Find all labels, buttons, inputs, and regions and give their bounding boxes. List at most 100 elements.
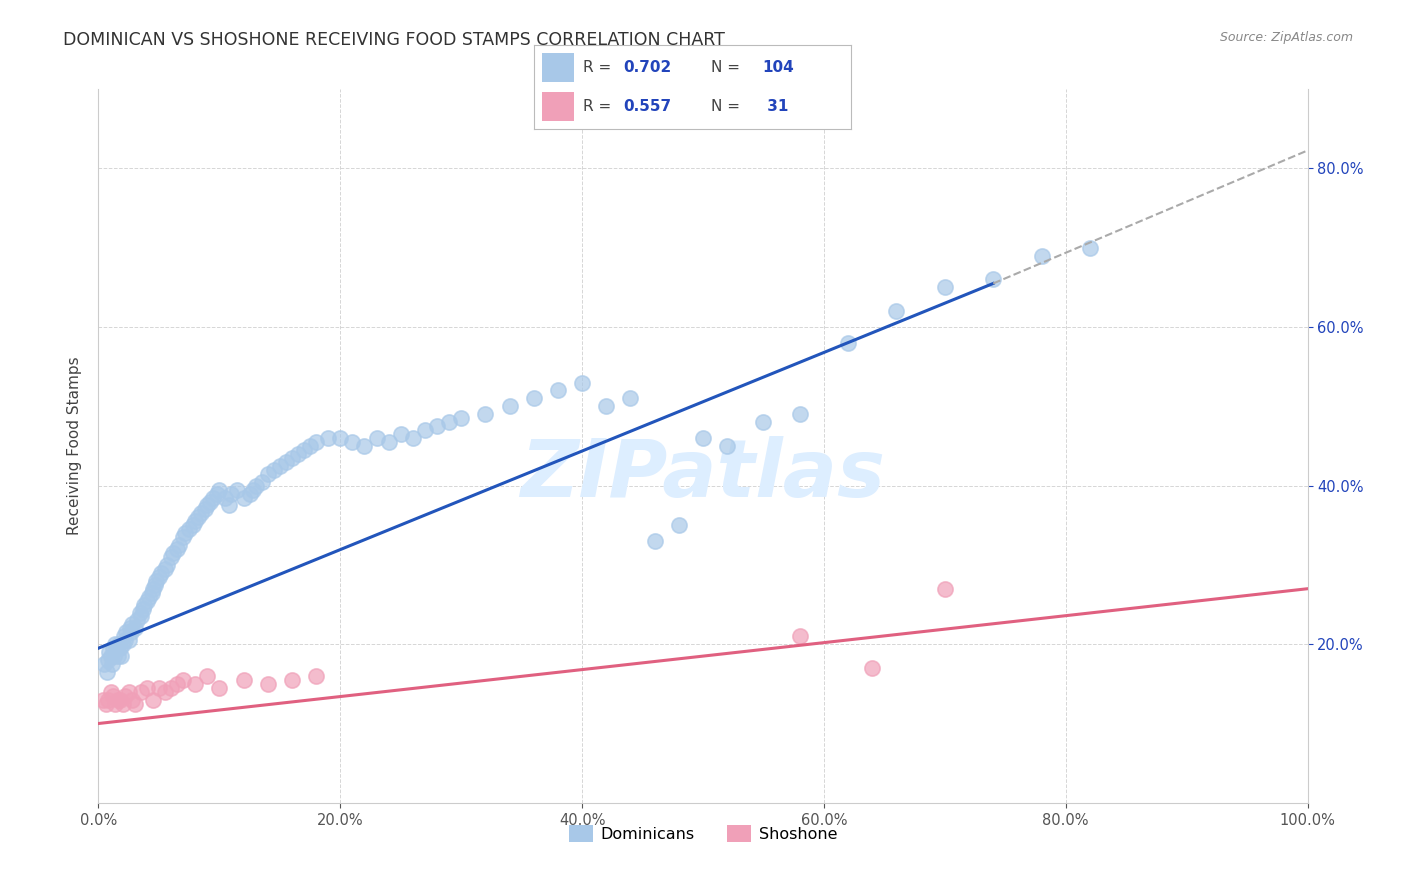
Point (103, 649, 125, 664)
Point (263, 463, 285, 477)
Point (305, 669, 328, 683)
Y-axis label: Receiving Food Stamps: Receiving Food Stamps (67, 357, 83, 535)
Point (145, 574, 167, 588)
Point (118, 685, 141, 699)
Point (115, 625, 138, 640)
Point (108, 637, 131, 651)
Point (195, 669, 218, 683)
Point (305, 435, 328, 450)
Point (118, 621, 141, 635)
Point (195, 499, 218, 513)
Point (287, 447, 309, 461)
Text: 104: 104 (762, 60, 794, 75)
Point (299, 439, 322, 453)
Point (166, 542, 188, 557)
Point (366, 431, 388, 445)
Point (107, 649, 129, 664)
Point (153, 685, 176, 699)
Point (571, 376, 593, 390)
Point (172, 530, 194, 544)
Point (112, 629, 135, 643)
Point (107, 692, 129, 706)
Point (256, 677, 278, 691)
Point (208, 681, 231, 695)
Point (114, 689, 136, 703)
Text: R =: R = (583, 60, 616, 75)
Point (97, 653, 120, 667)
Point (208, 483, 231, 497)
Point (124, 697, 146, 711)
Point (389, 427, 412, 442)
Point (129, 685, 152, 699)
Point (98, 645, 121, 659)
Point (232, 673, 254, 687)
Point (156, 558, 179, 572)
Point (269, 458, 291, 473)
Point (153, 562, 176, 576)
Point (595, 400, 617, 414)
Point (242, 483, 264, 497)
Point (547, 384, 569, 398)
Point (619, 392, 641, 406)
Point (353, 439, 375, 453)
Point (124, 621, 146, 635)
Point (108, 641, 131, 656)
Point (150, 566, 173, 580)
Point (169, 538, 191, 552)
Point (97, 692, 120, 706)
Point (105, 641, 128, 656)
Point (202, 491, 225, 505)
Point (837, 335, 859, 350)
Point (120, 625, 142, 640)
Point (184, 514, 207, 528)
Bar (543, 54, 574, 82)
Text: 0.702: 0.702 (623, 60, 671, 75)
Text: N =: N = (711, 99, 741, 114)
Point (135, 681, 157, 695)
Point (132, 601, 155, 615)
Point (413, 423, 436, 437)
Point (172, 673, 194, 687)
Point (934, 280, 956, 294)
Point (110, 649, 132, 664)
Point (377, 435, 399, 450)
Point (316, 431, 339, 445)
Point (860, 661, 883, 675)
Point (100, 649, 122, 664)
Point (127, 614, 149, 628)
Point (190, 507, 212, 521)
Point (100, 657, 122, 671)
Point (218, 499, 240, 513)
Point (160, 549, 183, 564)
Point (245, 478, 267, 492)
Point (342, 435, 364, 450)
Point (121, 617, 143, 632)
Point (184, 677, 207, 691)
Point (94, 697, 117, 711)
Point (93, 657, 115, 671)
Point (118, 633, 141, 648)
Point (329, 431, 352, 445)
Point (138, 590, 160, 604)
Text: DOMINICAN VS SHOSHONE RECEIVING FOOD STAMPS CORRELATION CHART: DOMINICAN VS SHOSHONE RECEIVING FOOD STA… (63, 31, 725, 49)
Point (101, 689, 124, 703)
Text: 31: 31 (762, 99, 789, 114)
Point (104, 637, 127, 651)
Point (141, 585, 163, 599)
Bar (543, 92, 574, 120)
Point (111, 697, 134, 711)
Point (181, 518, 204, 533)
Point (402, 431, 425, 445)
Point (498, 400, 520, 414)
Point (214, 491, 236, 505)
Point (644, 534, 666, 549)
Point (789, 407, 811, 421)
Point (101, 641, 124, 656)
Point (668, 518, 690, 533)
Point (160, 681, 183, 695)
Point (226, 483, 249, 497)
Text: Source: ZipAtlas.com: Source: ZipAtlas.com (1219, 31, 1353, 45)
Point (221, 486, 243, 500)
Point (886, 304, 908, 318)
Point (134, 598, 156, 612)
